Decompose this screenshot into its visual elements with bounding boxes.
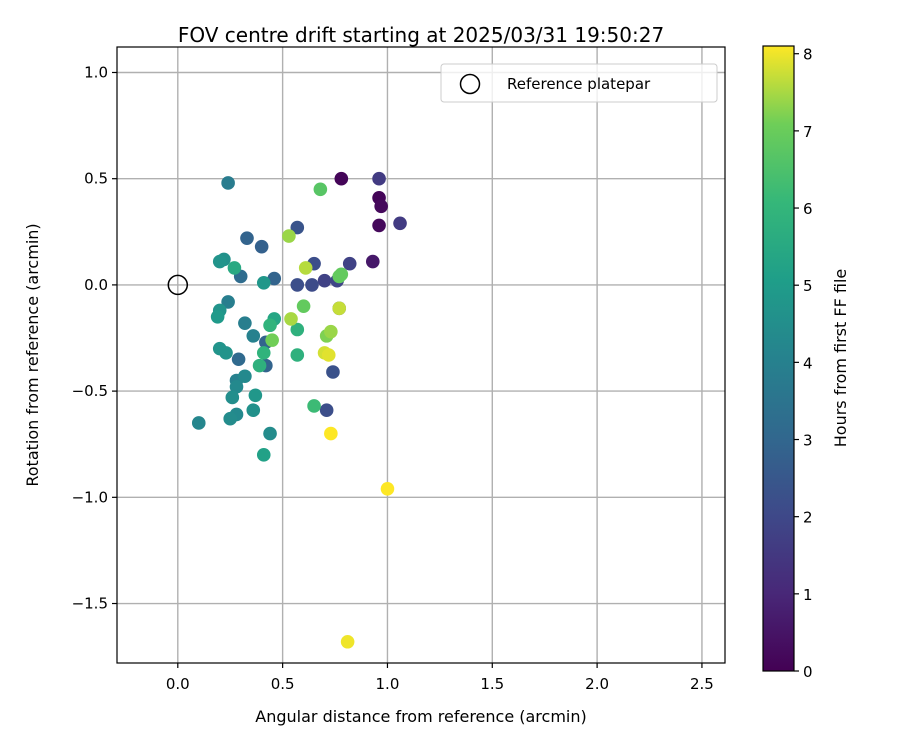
data-point	[317, 273, 332, 288]
colorbar-ticks: 0 1 2 3 4 5 6 7 8	[794, 46, 813, 681]
data-point	[229, 380, 244, 394]
data-point	[256, 275, 271, 290]
data-point	[267, 271, 282, 286]
data-point	[319, 403, 334, 418]
y-tick-label: −0.5	[72, 382, 108, 400]
data-point	[372, 218, 386, 233]
y-tick-label: −1.5	[72, 595, 108, 613]
data-point	[290, 220, 305, 235]
colorbar-tick-label: 4	[803, 354, 813, 372]
data-point	[321, 348, 336, 362]
data-point	[225, 390, 240, 405]
legend: Reference platepar	[440, 63, 718, 103]
data-point	[246, 403, 261, 418]
data-point	[212, 254, 227, 269]
colorbar-tick-label: 7	[803, 123, 813, 141]
data-point	[240, 231, 254, 245]
colorbar-tick-label: 8	[803, 46, 813, 64]
data-points	[191, 171, 407, 649]
data-point	[334, 171, 349, 186]
data-point	[393, 216, 407, 231]
grid	[117, 47, 725, 663]
x-tick-label: 1.5	[480, 675, 504, 693]
data-point	[324, 426, 338, 441]
data-point	[372, 171, 386, 186]
data-point	[256, 448, 271, 462]
data-point	[305, 278, 319, 292]
data-point	[282, 229, 296, 243]
data-point	[332, 269, 347, 284]
chart-title: FOV centre drift starting at 2025/03/31 …	[178, 23, 664, 47]
y-tick-label: 0.5	[84, 170, 108, 188]
data-point	[231, 352, 246, 367]
data-point	[365, 254, 380, 269]
data-point	[221, 176, 235, 190]
y-tick-label: 1.0	[84, 63, 108, 81]
x-axis-label: Angular distance from reference (arcmin)	[255, 707, 586, 726]
data-point	[238, 369, 252, 384]
data-point	[219, 346, 233, 360]
y-axis-label: Rotation from reference (arcmin)	[23, 223, 42, 486]
data-point	[332, 301, 347, 316]
x-axis-ticks: 0.0 0.5 1.0 1.5 2.0 2.5	[166, 663, 714, 693]
colorbar-gradient	[763, 46, 794, 671]
data-point	[263, 318, 277, 333]
y-axis-ticks: −1.5 −1.0 −0.5 0.0 0.5 1.0	[72, 63, 117, 613]
data-point	[210, 309, 225, 324]
data-point	[290, 278, 305, 292]
reference-platepar-marker	[167, 274, 189, 296]
x-tick-label: 2.0	[585, 675, 609, 693]
data-point	[254, 239, 269, 254]
legend-open-circle-icon	[459, 73, 481, 95]
data-point	[374, 199, 388, 214]
data-point	[326, 365, 340, 379]
data-point	[342, 256, 357, 271]
x-tick-label: 2.5	[690, 675, 714, 693]
data-point	[248, 388, 263, 403]
plot-frame	[116, 46, 726, 664]
y-tick-label: −1.0	[72, 488, 108, 506]
data-point	[263, 426, 277, 441]
data-point	[252, 358, 267, 373]
data-point	[296, 299, 311, 313]
data-point	[298, 261, 313, 275]
colorbar-label: Hours from first FF file	[831, 269, 850, 448]
colorbar-tick-label: 2	[803, 509, 813, 527]
colorbar-tick-label: 6	[803, 200, 813, 218]
colorbar-tick-label: 0	[803, 663, 813, 681]
data-point	[324, 324, 338, 339]
data-point	[227, 261, 242, 275]
y-tick-label: 0.0	[84, 276, 108, 294]
data-point	[256, 346, 271, 360]
data-point	[284, 312, 298, 326]
data-point	[340, 634, 355, 649]
data-point	[238, 316, 252, 330]
data-point	[307, 399, 321, 413]
colorbar-frame	[762, 45, 795, 672]
legend-box	[440, 63, 718, 103]
x-tick-label: 0.5	[271, 675, 295, 693]
x-tick-label: 0.0	[166, 675, 190, 693]
data-point	[223, 411, 238, 426]
data-point	[246, 329, 261, 343]
legend-entry-reference-platepar: Reference platepar	[507, 75, 651, 93]
data-point	[290, 348, 305, 362]
colorbar-tick-label: 1	[803, 586, 813, 604]
colorbar: 0 1 2 3 4 5 6 7 8 Hours from first FF file	[762, 45, 850, 681]
data-point	[313, 182, 328, 197]
data-point	[265, 333, 279, 347]
colorbar-tick-label: 5	[803, 277, 813, 295]
data-point	[380, 482, 395, 496]
data-point	[290, 322, 305, 337]
x-tick-label: 1.0	[376, 675, 400, 693]
colorbar-tick-label: 3	[803, 432, 813, 450]
data-point	[191, 416, 206, 430]
data-point	[221, 295, 235, 309]
